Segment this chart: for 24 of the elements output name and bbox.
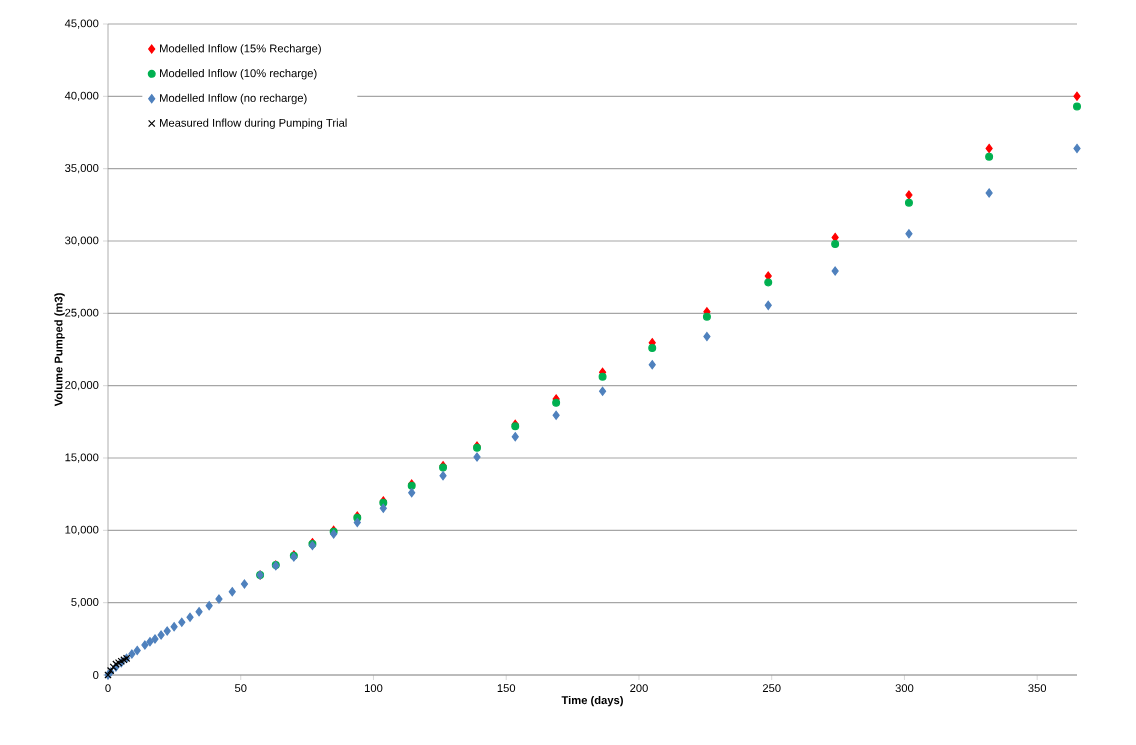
x-tick-label: 250 bbox=[762, 684, 781, 693]
x-axis-title: Time (days) bbox=[561, 695, 623, 707]
y-tick-label: 35,000 bbox=[65, 164, 99, 174]
y-axis-title: Volume Pumped (m3) bbox=[54, 293, 65, 407]
y-tick-label: 10,000 bbox=[65, 525, 99, 535]
y-tick-label: 0 bbox=[93, 671, 99, 679]
legend-label: Modelled Inflow (15% Recharge) bbox=[160, 44, 321, 55]
legend-label: Measured Inflow during Pumping Trial bbox=[160, 118, 347, 129]
y-tick-label: 30,000 bbox=[65, 236, 99, 246]
y-tick-label: 15,000 bbox=[65, 453, 99, 463]
x-tick-label: 50 bbox=[234, 684, 247, 693]
y-tick-label: 45,000 bbox=[64, 19, 99, 29]
y-tick-label: 25,000 bbox=[65, 308, 99, 318]
x-tick-label: 200 bbox=[630, 684, 648, 693]
x-tick-label: 150 bbox=[497, 684, 516, 693]
x-tick-label: 100 bbox=[364, 684, 383, 693]
y-tick-label: 20,000 bbox=[65, 381, 99, 391]
x-tick-label: 350 bbox=[1028, 684, 1047, 693]
legend-label: Modelled Inflow (no recharge) bbox=[160, 93, 307, 105]
y-tick-label: 40,000 bbox=[64, 91, 99, 101]
y-tick-label: 5,000 bbox=[71, 598, 99, 608]
x-tick-label: 300 bbox=[895, 684, 914, 693]
x-tick-label: 0 bbox=[105, 684, 111, 693]
legend-label: Modelled Inflow (10% recharge) bbox=[160, 68, 317, 80]
